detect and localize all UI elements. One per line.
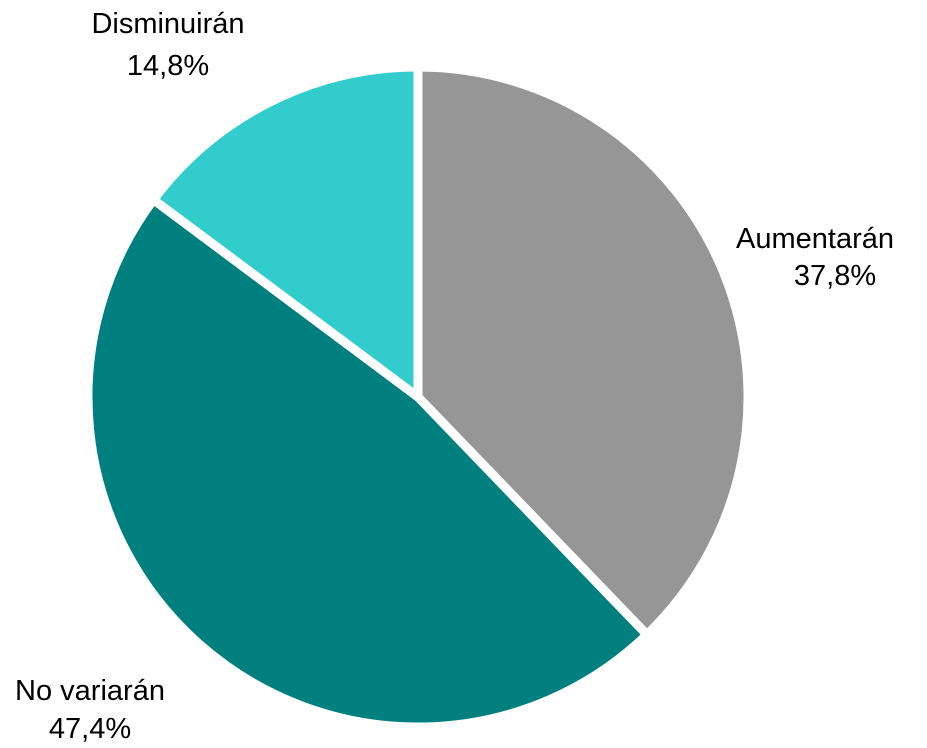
slice-label-aumentaran: Aumentarán <box>736 223 894 255</box>
slice-value-no-variaran: 47,4% <box>49 713 131 745</box>
pie-slice-no-variaran <box>83 193 654 732</box>
slice-value-disminuiran: 14,8% <box>127 50 209 82</box>
slice-label-no-variaran: No variarán <box>15 675 165 707</box>
pie-slice-disminuiran <box>147 62 423 406</box>
slice-value-aumentaran: 37,8% <box>794 260 876 292</box>
pie-slice-aumentaran <box>413 62 753 642</box>
slice-label-disminuiran: Disminuirán <box>91 8 244 40</box>
slice-labels: Aumentarán 37,8% No variarán 47,4% Dismi… <box>15 8 894 745</box>
pie-slices <box>83 62 753 732</box>
